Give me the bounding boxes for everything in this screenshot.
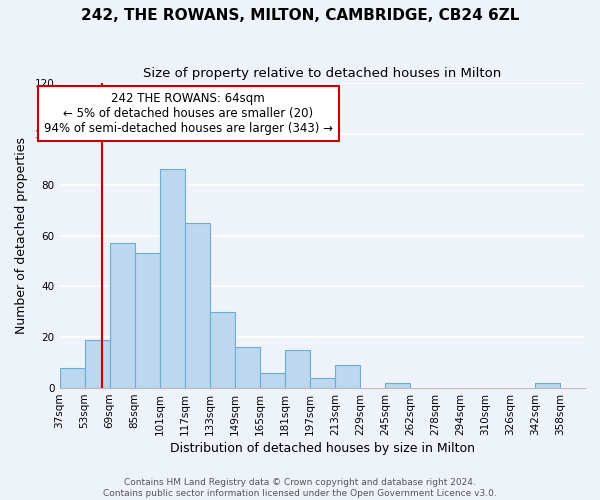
Bar	[385, 383, 410, 388]
Bar	[110, 243, 134, 388]
Text: 242 THE ROWANS: 64sqm
← 5% of detached houses are smaller (20)
94% of semi-detac: 242 THE ROWANS: 64sqm ← 5% of detached h…	[44, 92, 333, 135]
Bar	[85, 340, 110, 388]
Bar	[59, 368, 85, 388]
Bar	[209, 312, 235, 388]
Bar	[335, 365, 360, 388]
Bar	[134, 254, 160, 388]
Bar	[185, 223, 209, 388]
Bar	[235, 348, 260, 388]
Bar	[160, 170, 185, 388]
Text: Contains HM Land Registry data © Crown copyright and database right 2024.
Contai: Contains HM Land Registry data © Crown c…	[103, 478, 497, 498]
X-axis label: Distribution of detached houses by size in Milton: Distribution of detached houses by size …	[170, 442, 475, 455]
Text: 242, THE ROWANS, MILTON, CAMBRIDGE, CB24 6ZL: 242, THE ROWANS, MILTON, CAMBRIDGE, CB24…	[81, 8, 519, 22]
Bar	[535, 383, 560, 388]
Bar	[260, 373, 285, 388]
Y-axis label: Number of detached properties: Number of detached properties	[15, 137, 28, 334]
Bar	[310, 378, 335, 388]
Title: Size of property relative to detached houses in Milton: Size of property relative to detached ho…	[143, 68, 502, 80]
Bar	[285, 350, 310, 388]
